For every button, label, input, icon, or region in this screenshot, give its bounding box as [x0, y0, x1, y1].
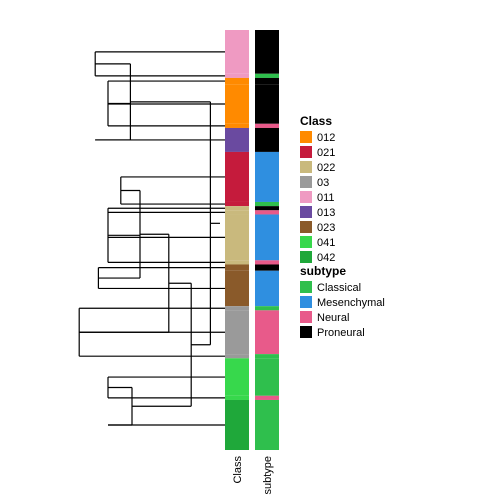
legend-swatch [300, 326, 312, 338]
subtype-cell [255, 206, 279, 210]
subtype-cell [255, 354, 279, 358]
class-cell [225, 202, 249, 206]
subtype-cell [255, 214, 279, 260]
subtype-cell [255, 152, 279, 202]
subtype-cell [255, 396, 279, 400]
subtype-cell [255, 310, 279, 354]
subtype-axis-label: subtype [262, 456, 274, 495]
class-cell [225, 358, 249, 396]
class-cell [225, 206, 249, 210]
legend-label: 041 [317, 237, 335, 249]
subtype-cell [255, 202, 279, 206]
heatmap-dendrogram: Class subtype Class 012 021 022 03 011 013 023 041… [0, 0, 504, 504]
subtype-cell [255, 74, 279, 78]
legend-swatch [300, 161, 312, 173]
legend-label: 013 [317, 207, 335, 219]
class-cell [225, 260, 249, 264]
legend-swatch [300, 191, 312, 203]
subtype-cell [255, 30, 279, 74]
legend-label: Proneural [317, 327, 365, 339]
legend-class-title: Class [300, 114, 332, 128]
annotation-columns [225, 30, 279, 450]
subtype-cell [255, 260, 279, 264]
class-cell [225, 30, 249, 74]
class-axis-label: Class [232, 456, 244, 484]
class-cell [225, 396, 249, 400]
legend-label: 012 [317, 132, 335, 144]
class-cell [225, 400, 249, 450]
legend-swatch [300, 221, 312, 233]
legend-label: Classical [317, 282, 361, 294]
class-cell [225, 306, 249, 310]
subtype-cell [255, 128, 279, 152]
legend-label: 042 [317, 252, 335, 264]
legend-swatch [300, 131, 312, 143]
legend-label: 023 [317, 222, 335, 234]
legend-label: 03 [317, 177, 329, 189]
subtype-cell [255, 124, 279, 128]
legend-swatch [300, 236, 312, 248]
legend-swatch [300, 296, 312, 308]
subtype-cell [255, 306, 279, 310]
legend-swatch [300, 311, 312, 323]
subtype-cell [255, 358, 279, 396]
class-cell [225, 124, 249, 128]
legend-label: Neural [317, 312, 349, 324]
subtype-cell [255, 264, 279, 270]
class-cell [225, 84, 249, 124]
class-cell [225, 74, 249, 78]
legend-label: 022 [317, 162, 335, 174]
legend-subtype-title: subtype [300, 264, 346, 278]
column-labels: Class subtype [232, 456, 274, 495]
legend-label: Mesenchymal [317, 297, 385, 309]
class-cell [225, 210, 249, 214]
class-cell [225, 214, 249, 260]
class-cell [225, 264, 249, 270]
subtype-cell [255, 271, 279, 306]
subtype-cell [255, 84, 279, 124]
legend-label: 011 [317, 192, 335, 204]
legend-label: 021 [317, 147, 335, 159]
class-cell [225, 128, 249, 152]
subtype-cell [255, 78, 279, 84]
legend-swatch [300, 206, 312, 218]
legend-subtype: subtype Classical Mesenchymal Neural Proneur… [300, 264, 385, 339]
class-cell [225, 310, 249, 354]
legend-swatch [300, 251, 312, 263]
legend-swatch [300, 146, 312, 158]
class-cell [225, 78, 249, 84]
class-cell [225, 152, 249, 202]
dendrogram [79, 52, 225, 425]
subtype-cell [255, 210, 279, 214]
legend-swatch [300, 281, 312, 293]
class-cell [225, 354, 249, 358]
legend-class: Class 012 021 022 03 011 013 023 041 042 [300, 114, 335, 264]
subtype-cell [255, 400, 279, 450]
legend-swatch [300, 176, 312, 188]
class-cell [225, 271, 249, 306]
